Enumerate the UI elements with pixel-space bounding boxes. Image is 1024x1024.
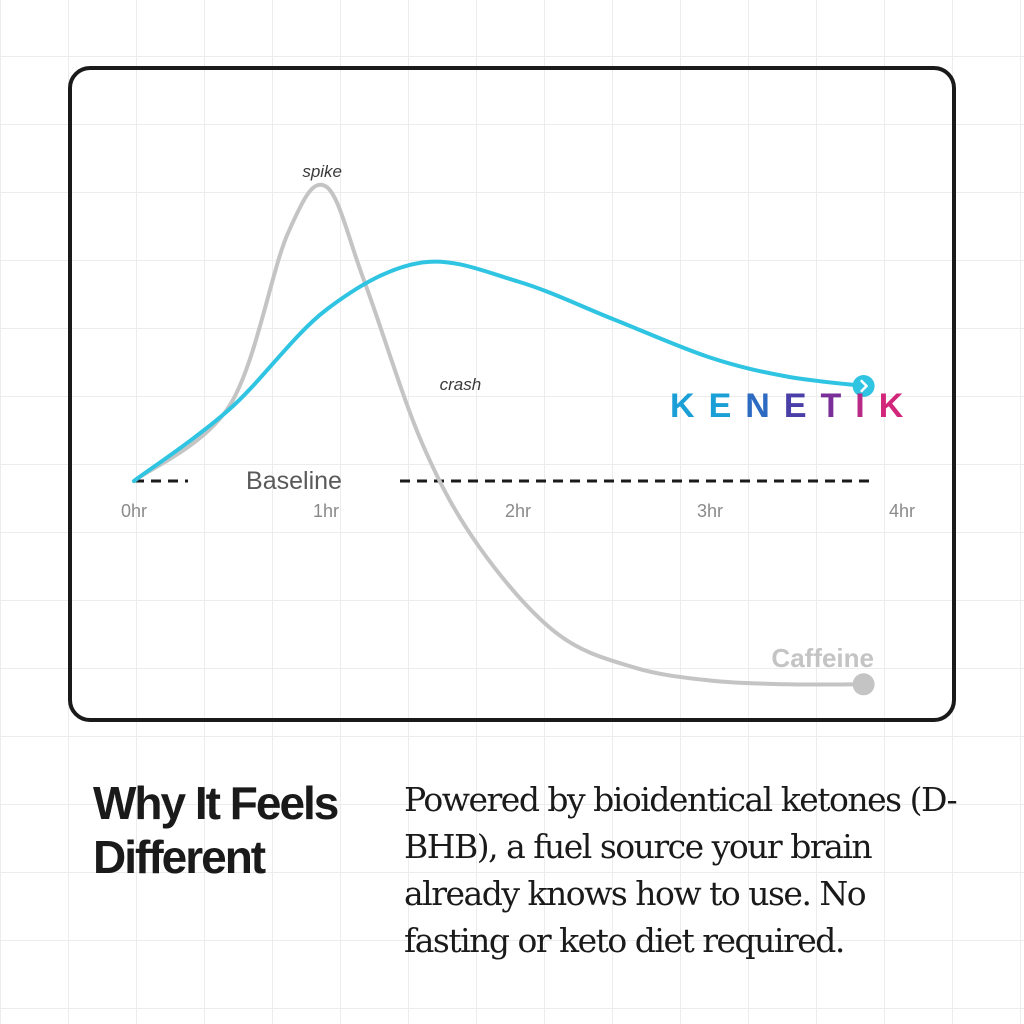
kenetik-logo-letter: T bbox=[821, 387, 856, 425]
kenetik-end-marker bbox=[852, 375, 875, 397]
kenetik-logo-letter: K bbox=[670, 387, 709, 425]
x-axis-ticks: 0hr 1hr 2hr 3hr 4hr bbox=[121, 501, 915, 521]
series-layer bbox=[132, 182, 875, 696]
chart-card: Baseline 0hr 1hr 2hr 3hr 4hr spike crash Caff… bbox=[68, 66, 956, 722]
caffeine-end-dot bbox=[852, 673, 875, 696]
kenetik-logo-letter: N bbox=[745, 387, 784, 425]
chevron-stroke bbox=[860, 379, 868, 393]
kenetik-logo: KENETIK bbox=[670, 387, 917, 425]
x-tick-label: 0hr bbox=[121, 501, 147, 521]
baseline-label: Baseline bbox=[246, 467, 342, 495]
annotation-spike: spike bbox=[302, 162, 342, 181]
x-tick-label: 3hr bbox=[697, 501, 723, 521]
chevron-right-icon bbox=[852, 375, 875, 397]
x-tick-label: 2hr bbox=[505, 501, 531, 521]
kenetik-logo-text: KENETIK bbox=[670, 387, 917, 425]
line-chart: Baseline 0hr 1hr 2hr 3hr 4hr spike crash Caff… bbox=[121, 162, 917, 696]
section-body-text: Powered by bioidentical ketones (D-BHB),… bbox=[404, 780, 958, 960]
kenetik-logo-letter: K bbox=[879, 387, 918, 425]
annotation-layer: spike crash bbox=[302, 162, 481, 394]
annotation-crash: crash bbox=[440, 375, 482, 394]
kenetik-logo-letter: E bbox=[709, 387, 746, 425]
caffeine-series-line bbox=[132, 182, 866, 687]
x-tick-label: 1hr bbox=[313, 501, 339, 521]
kenetik-logo-letter: I bbox=[855, 387, 878, 425]
caffeine-series-label: Caffeine bbox=[771, 643, 874, 673]
x-tick-label: 4hr bbox=[889, 501, 915, 521]
kenetik-logo-letter: E bbox=[784, 387, 821, 425]
kenetik-series-line bbox=[132, 259, 866, 483]
section-heading: Why It Feels Different bbox=[93, 777, 339, 883]
